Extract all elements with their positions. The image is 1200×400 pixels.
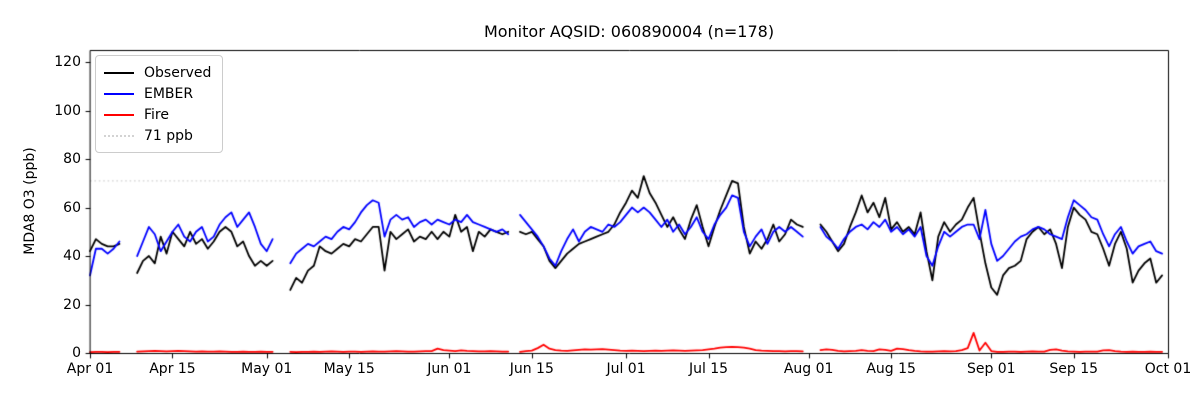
y-tick-label: 20 bbox=[63, 296, 81, 313]
x-tick-label: May 15 bbox=[323, 361, 375, 377]
legend-label: 71 ppb bbox=[144, 127, 193, 144]
y-tick-label: 0 bbox=[72, 345, 81, 361]
legend-item-71-ppb: 71 ppb bbox=[104, 125, 212, 146]
x-tick-label: Aug 15 bbox=[866, 361, 916, 377]
legend-label: EMBER bbox=[144, 85, 194, 102]
legend-item-fire: Fire bbox=[104, 104, 212, 125]
y-tick-label: 80 bbox=[63, 151, 81, 168]
chart-title: Monitor AQSID: 060890004 (n=178) bbox=[483, 22, 775, 41]
x-tick-label: Jun 01 bbox=[427, 361, 472, 377]
legend-line-sample bbox=[104, 92, 134, 95]
y-tick-label: 120 bbox=[54, 54, 81, 71]
y-tick-label: 60 bbox=[63, 199, 81, 216]
y-tick-label: 40 bbox=[63, 248, 81, 265]
x-tick-label: Apr 15 bbox=[149, 361, 196, 377]
legend-line-sample bbox=[104, 71, 134, 74]
legend-line-sample bbox=[104, 134, 134, 137]
x-tick-label: Sep 15 bbox=[1049, 361, 1099, 377]
x-tick-label: Jun 15 bbox=[509, 361, 554, 377]
legend-line-sample bbox=[104, 113, 134, 116]
legend-item-ember: EMBER bbox=[104, 83, 212, 104]
legend: Observed EMBER Fire 71 ppb bbox=[95, 55, 223, 153]
y-tick-label: 100 bbox=[54, 102, 81, 119]
x-tick-label: Oct 01 bbox=[1144, 361, 1192, 377]
x-tick-label: Aug 01 bbox=[783, 361, 834, 377]
x-tick-label: May 01 bbox=[241, 361, 293, 377]
x-tick-label: Apr 01 bbox=[66, 361, 114, 377]
x-tick-label: Jul 01 bbox=[606, 361, 646, 377]
x-tick-label: Jul 15 bbox=[688, 361, 729, 377]
y-axis-label: MDA8 O3 (ppb) bbox=[22, 147, 38, 255]
x-tick-label: Sep 01 bbox=[966, 361, 1016, 377]
legend-label: Observed bbox=[144, 64, 212, 81]
legend-label: Fire bbox=[144, 106, 169, 123]
legend-item-observed: Observed bbox=[104, 62, 212, 83]
